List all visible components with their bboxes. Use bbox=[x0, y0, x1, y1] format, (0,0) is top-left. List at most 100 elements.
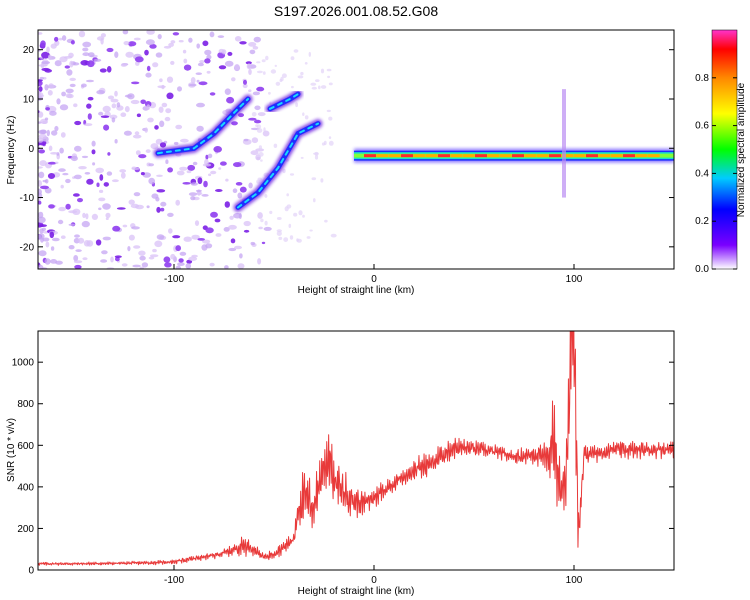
noise-blob bbox=[114, 255, 122, 258]
y-tick-label: 400 bbox=[17, 482, 34, 493]
y-tick-label: 200 bbox=[17, 524, 34, 535]
noise-blob bbox=[46, 46, 50, 53]
noise-blob bbox=[195, 72, 202, 75]
noise-blob bbox=[132, 264, 141, 268]
noise-blob bbox=[41, 61, 51, 65]
main-carrier-line-peak bbox=[536, 154, 549, 158]
noise-blob bbox=[152, 248, 157, 253]
noise-blob bbox=[165, 159, 169, 164]
noise-blob bbox=[160, 201, 167, 207]
noise-blob bbox=[293, 49, 299, 53]
noise-blob bbox=[275, 81, 281, 86]
main-carrier-line-peak bbox=[425, 154, 438, 158]
noise-blob bbox=[226, 96, 235, 104]
noise-blob bbox=[111, 179, 119, 183]
noise-blob bbox=[60, 132, 66, 138]
noise-blob bbox=[60, 184, 64, 189]
main-carrier-line-peak bbox=[524, 154, 537, 158]
main-carrier-line-peak bbox=[364, 154, 376, 158]
noise-blob bbox=[81, 155, 89, 159]
noise-blob bbox=[204, 158, 209, 166]
noise-blob bbox=[44, 258, 51, 265]
noise-blob bbox=[195, 189, 202, 193]
colorbar-tick-label: 0.6 bbox=[695, 121, 709, 132]
noise-blob bbox=[220, 161, 227, 166]
main-carrier-line-peak bbox=[401, 154, 413, 158]
noise-blob bbox=[38, 111, 44, 118]
noise-blob bbox=[38, 216, 46, 224]
noise-blob bbox=[256, 128, 263, 133]
noise-blob bbox=[281, 73, 287, 78]
noise-blob bbox=[223, 227, 230, 232]
noise-blob bbox=[48, 145, 53, 152]
noise-blob bbox=[231, 121, 238, 126]
noise-blob bbox=[217, 35, 225, 38]
colorbar-label: Normalized spectral amplitude bbox=[736, 82, 747, 217]
noise-blob bbox=[47, 90, 53, 96]
noise-blob bbox=[228, 224, 237, 230]
noise-blob bbox=[60, 235, 66, 239]
noise-blob bbox=[43, 77, 47, 80]
noise-blob bbox=[57, 219, 64, 225]
noise-blob bbox=[188, 192, 198, 197]
noise-blob bbox=[128, 199, 135, 205]
noise-blob bbox=[298, 210, 303, 216]
noise-blob bbox=[320, 85, 327, 89]
noise-blob bbox=[38, 250, 47, 257]
noise-blob bbox=[159, 142, 167, 148]
noise-blob bbox=[242, 83, 248, 89]
noise-blob bbox=[196, 191, 203, 196]
main-carrier-line-peak bbox=[388, 154, 401, 158]
y-tick-label: 1000 bbox=[12, 358, 35, 369]
noise-blob bbox=[134, 56, 144, 63]
noise-blob bbox=[121, 263, 128, 267]
noise-blob bbox=[201, 194, 209, 197]
noise-blob bbox=[179, 166, 188, 171]
noise-blob bbox=[133, 192, 141, 197]
colorbar-tick-label: 0.4 bbox=[695, 168, 709, 179]
noise-blob bbox=[243, 138, 249, 142]
noise-blob bbox=[41, 67, 50, 72]
colorbar-tick-label: 0.2 bbox=[695, 216, 709, 227]
noise-blob bbox=[100, 259, 108, 263]
noise-blob bbox=[122, 224, 128, 228]
noise-blob bbox=[225, 178, 229, 182]
noise-blob bbox=[250, 150, 259, 156]
noise-blob bbox=[119, 169, 127, 173]
noise-blob bbox=[65, 88, 74, 94]
noise-blob bbox=[239, 41, 247, 45]
noise-blob bbox=[263, 226, 272, 231]
noise-blob bbox=[273, 143, 278, 148]
noise-blob bbox=[42, 237, 50, 242]
noise-blob bbox=[73, 103, 78, 108]
noise-blob bbox=[163, 45, 172, 49]
noise-blob bbox=[81, 83, 87, 88]
noise-blob bbox=[288, 223, 292, 228]
noise-blob bbox=[176, 170, 185, 176]
noise-blob bbox=[156, 206, 161, 213]
noise-blob bbox=[127, 41, 137, 47]
noise-blob bbox=[282, 168, 286, 174]
main-carrier-line-peak bbox=[512, 154, 524, 158]
noise-blob bbox=[138, 250, 146, 256]
noise-blob bbox=[62, 172, 69, 176]
noise-blob bbox=[68, 210, 77, 214]
noise-blob bbox=[158, 106, 164, 113]
main-carrier-line-peak bbox=[499, 154, 512, 158]
noise-blob bbox=[48, 204, 55, 209]
noise-blob bbox=[313, 152, 319, 155]
noise-blob bbox=[47, 161, 57, 165]
noise-blob bbox=[202, 40, 209, 47]
y-tick-label: 0 bbox=[28, 566, 34, 577]
noise-blob bbox=[164, 262, 172, 268]
noise-blob bbox=[254, 105, 261, 111]
noise-blob bbox=[73, 260, 83, 264]
noise-blob bbox=[224, 201, 230, 208]
noise-blob bbox=[265, 55, 269, 61]
noise-blob bbox=[328, 116, 333, 121]
noise-blob bbox=[74, 234, 80, 238]
noise-blob bbox=[182, 182, 191, 185]
noise-blob bbox=[132, 134, 142, 139]
x-tick-label: 0 bbox=[371, 274, 377, 285]
